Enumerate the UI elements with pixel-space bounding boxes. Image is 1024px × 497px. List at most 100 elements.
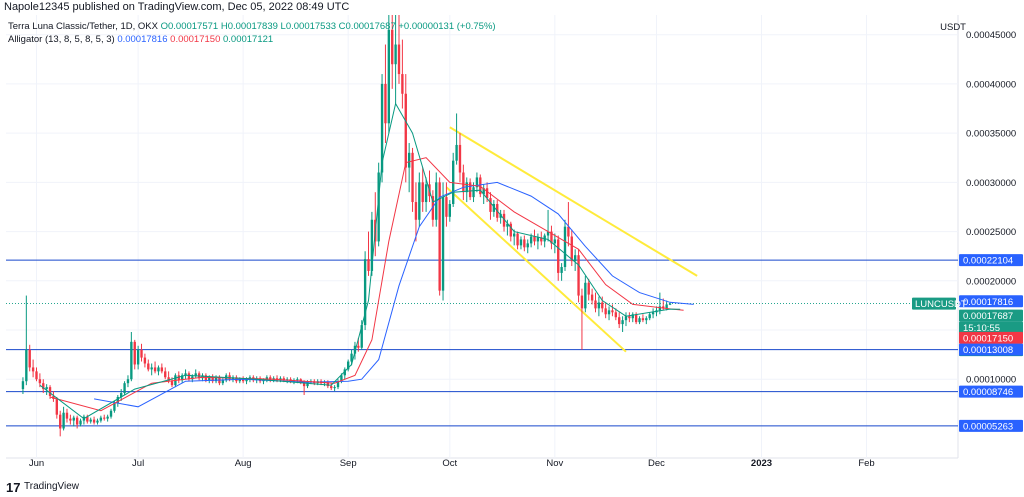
candle-body	[140, 349, 143, 358]
chart-legend[interactable]: Terra Luna Classic/Tether, 1D, OKX O0.00…	[8, 20, 496, 46]
symbol-legend-row[interactable]: Terra Luna Classic/Tether, 1D, OKX O0.00…	[8, 20, 496, 33]
candle-body	[580, 295, 584, 309]
teeth-price-tag-bg	[959, 331, 1023, 344]
candle-body	[411, 152, 414, 203]
candle-body	[164, 371, 167, 378]
symbol-name[interactable]: Terra Luna Classic/Tether, 1D, OKX	[8, 21, 158, 32]
candle-body	[21, 381, 25, 390]
candle-body	[96, 420, 99, 423]
candle-body	[401, 74, 404, 94]
channel-lower-line	[445, 186, 627, 353]
candle-body	[445, 197, 448, 217]
candle-body	[475, 177, 479, 188]
level-tag-2-bg	[959, 343, 1023, 356]
candle-body	[384, 83, 387, 124]
indicator-name[interactable]: Alligator (13, 8, 5, 8, 5, 3)	[8, 34, 115, 45]
candle-body	[584, 282, 587, 309]
candle-body	[150, 367, 153, 370]
candle-body	[350, 353, 353, 362]
candle-body	[468, 182, 472, 198]
time-axis[interactable]: Jun Jul Aug Sep Oct Nov Dec 2023 Feb	[29, 458, 875, 469]
candle-body	[106, 416, 109, 419]
candle-body	[377, 172, 380, 242]
level-tag-1-bg	[959, 254, 1023, 267]
candle-body	[492, 204, 496, 212]
candle-body	[241, 379, 245, 382]
candle-body	[455, 144, 458, 161]
x-tick-label: Sep	[340, 458, 357, 469]
candle-body	[512, 233, 516, 237]
candle-body	[631, 314, 634, 319]
candle-body	[516, 233, 519, 246]
candle-body	[394, 44, 397, 65]
candle-body	[658, 306, 662, 311]
jaw-value: 0.00017816	[117, 34, 168, 45]
candle-body	[387, 29, 391, 124]
candle-body	[296, 379, 299, 381]
level-tag-1: 0.00022104	[963, 256, 1013, 267]
candle-body	[214, 377, 218, 382]
candle-body	[529, 236, 533, 244]
candle-body	[38, 379, 42, 384]
candle-body	[523, 239, 526, 248]
candle-body	[611, 310, 614, 313]
candle-body	[336, 381, 340, 388]
candle-body	[502, 213, 506, 227]
candle-body	[634, 314, 638, 323]
x-tick-label: Nov	[546, 458, 563, 469]
trend-channel	[445, 126, 698, 353]
tradingview-logo-icon[interactable]: 17	[6, 480, 21, 495]
candle-body	[153, 367, 157, 372]
publish-header: Napole12345 published on TradingView.com…	[0, 0, 1024, 15]
y-tick-label: 0.00045000	[966, 30, 1016, 41]
horizontal-levels	[6, 259, 958, 427]
candle-body	[35, 371, 38, 380]
candle-body	[458, 144, 462, 173]
candle-body	[65, 412, 69, 419]
candle-body	[363, 259, 367, 326]
candle-body	[557, 239, 560, 273]
x-tick-label: Jun	[29, 458, 44, 469]
candle-body	[99, 417, 103, 421]
tradingview-brand[interactable]: TradingView	[24, 481, 80, 492]
candle-body	[651, 312, 655, 315]
candle-body	[330, 386, 333, 389]
candle-body	[143, 357, 147, 364]
candle-body	[506, 223, 509, 227]
candle-body	[109, 410, 113, 417]
candle-body	[540, 237, 543, 242]
candle-body	[404, 93, 407, 168]
candle-body	[92, 419, 96, 423]
alligator-jaw-line	[94, 181, 694, 408]
candle-body	[55, 398, 59, 415]
ohlc-close: C0.00017687	[338, 21, 396, 32]
chart-footer: 17 TradingView	[0, 478, 1024, 496]
candle-body	[509, 223, 512, 237]
candle-body	[421, 182, 424, 203]
candle-body	[424, 184, 428, 203]
y-tick-label: 0.00020000	[966, 276, 1016, 287]
candle-body	[601, 302, 604, 309]
y-tick-label: 0.00030000	[966, 178, 1016, 189]
alligator-teeth-line	[49, 157, 684, 412]
candle-body	[567, 226, 570, 237]
indicator-legend-row[interactable]: Alligator (13, 8, 5, 8, 5, 3) 0.00017816…	[8, 33, 496, 46]
candle-body	[438, 182, 441, 291]
candle-body	[618, 317, 621, 325]
candle-body	[45, 387, 48, 390]
candle-body	[306, 382, 309, 387]
candle-body	[245, 379, 248, 382]
candle-body	[489, 198, 492, 212]
candle-body	[123, 383, 126, 394]
candle-body	[343, 369, 346, 376]
candle-body	[282, 378, 285, 381]
price-tags: 0.000221040.000178160.0001768715:10:550.…	[912, 254, 1023, 432]
candle-body	[519, 239, 523, 246]
candle-body	[448, 204, 452, 217]
candle-body	[157, 367, 160, 372]
candle-body	[48, 387, 52, 396]
candle-body	[573, 255, 577, 262]
candle-body	[597, 302, 601, 309]
candle-body	[645, 318, 648, 321]
